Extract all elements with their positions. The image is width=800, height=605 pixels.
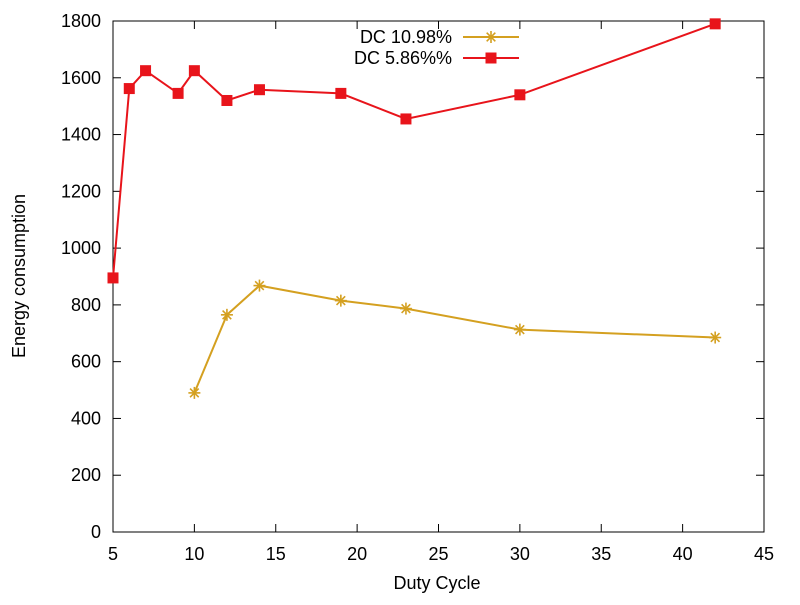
marker-stroke bbox=[189, 388, 200, 398]
x-axis-label: Duty Cycle bbox=[393, 573, 480, 593]
x-tick-label: 5 bbox=[108, 544, 118, 564]
legend: DC 10.98%DC 5.86%% bbox=[354, 27, 519, 68]
data-point bbox=[709, 331, 722, 344]
y-tick-label: 1400 bbox=[61, 125, 101, 145]
axis-ticks: 5 10 15 20 25 30 35 40 45 0 200 400 600 800 1000 1200 14… bbox=[61, 11, 774, 564]
series-2 bbox=[107, 18, 721, 284]
y-tick-label: 1000 bbox=[61, 238, 101, 258]
y-tick-label: 600 bbox=[71, 352, 101, 372]
data-point bbox=[188, 65, 200, 77]
data-point bbox=[709, 18, 721, 30]
x-tick-label: 20 bbox=[347, 544, 367, 564]
data-point bbox=[399, 302, 412, 315]
data-point bbox=[513, 323, 526, 336]
y-tick-label: 0 bbox=[91, 522, 101, 542]
legend-entry-2: DC 5.86%% bbox=[354, 48, 519, 68]
x-tick-label: 35 bbox=[591, 544, 611, 564]
data-point bbox=[123, 83, 135, 95]
data-point bbox=[172, 87, 184, 99]
series-1 bbox=[188, 279, 722, 399]
data-point bbox=[514, 89, 526, 101]
y-axis-label: Energy consumption bbox=[9, 194, 29, 358]
marker-stroke bbox=[401, 303, 411, 314]
legend-entry-1: DC 10.98% bbox=[360, 27, 519, 47]
marker-stroke bbox=[514, 324, 525, 335]
data-point bbox=[335, 87, 347, 99]
y-tick-label: 400 bbox=[71, 408, 101, 428]
marker-stroke bbox=[254, 280, 265, 291]
x-tick-label: 45 bbox=[754, 544, 774, 564]
series-line bbox=[193, 284, 716, 394]
x-tick-label: 10 bbox=[184, 544, 204, 564]
legend-marker bbox=[485, 31, 497, 43]
legend-label: DC 10.98% bbox=[360, 27, 452, 47]
y-tick-label: 1600 bbox=[61, 68, 101, 88]
y-tick-label: 800 bbox=[71, 295, 101, 315]
data-point bbox=[334, 294, 347, 307]
marker-stroke bbox=[710, 332, 721, 343]
data-point bbox=[253, 84, 265, 96]
series-group bbox=[107, 18, 722, 399]
data-point bbox=[140, 65, 152, 77]
marker-stroke bbox=[222, 309, 232, 320]
plot-frame bbox=[112, 20, 765, 533]
data-point bbox=[188, 386, 201, 399]
y-tick-label: 200 bbox=[71, 465, 101, 485]
legend-marker bbox=[485, 52, 497, 64]
marker-stroke bbox=[486, 32, 496, 42]
data-point bbox=[107, 272, 119, 284]
data-point bbox=[400, 113, 412, 125]
x-tick-label: 25 bbox=[428, 544, 448, 564]
x-tick-label: 15 bbox=[266, 544, 286, 564]
y-tick-label: 1800 bbox=[61, 11, 101, 31]
data-point bbox=[221, 94, 233, 106]
data-point bbox=[220, 308, 233, 321]
x-tick-label: 30 bbox=[510, 544, 530, 564]
legend-label: DC 5.86%% bbox=[354, 48, 452, 68]
y-tick-label: 1200 bbox=[61, 181, 101, 201]
marker-stroke bbox=[335, 295, 346, 306]
x-tick-label: 40 bbox=[673, 544, 693, 564]
data-point bbox=[253, 279, 266, 292]
